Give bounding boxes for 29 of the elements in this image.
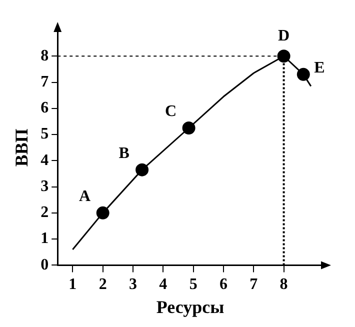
x-tick-label: 4 [159, 276, 168, 293]
point [136, 163, 149, 176]
point [96, 206, 110, 220]
x-tick-label: 2 [98, 276, 107, 293]
x-tick-label: 1 [68, 276, 77, 293]
y-tick-label: 8 [40, 47, 49, 64]
x-tick-label: 3 [129, 276, 137, 293]
x-axis-title: Ресурсы [156, 296, 224, 317]
x-tick-label: 6 [219, 276, 228, 293]
y-tick-label: 4 [40, 152, 49, 169]
point [296, 68, 310, 81]
y-tick-label: 0 [40, 256, 49, 274]
y-tick-label: 7 [40, 73, 49, 90]
annotation: C [165, 103, 177, 120]
annotation: E [314, 60, 325, 77]
annotation: D [278, 27, 290, 44]
point [277, 50, 290, 63]
y-tick-label: 6 [40, 100, 49, 117]
annotation: B [118, 144, 130, 162]
y-tick-label: 3 [40, 178, 49, 195]
y-tick-label: 2 [40, 204, 49, 222]
x-tick-label: 7 [250, 276, 258, 293]
y-tick-label: 5 [40, 126, 49, 143]
x-tick-label: 5 [189, 276, 198, 293]
annotation: A [79, 188, 92, 206]
y-tick-label: 1 [40, 230, 49, 248]
x-tick-label: 8 [280, 276, 288, 293]
point [182, 122, 196, 134]
y-axis-title: ВВП [11, 128, 32, 167]
